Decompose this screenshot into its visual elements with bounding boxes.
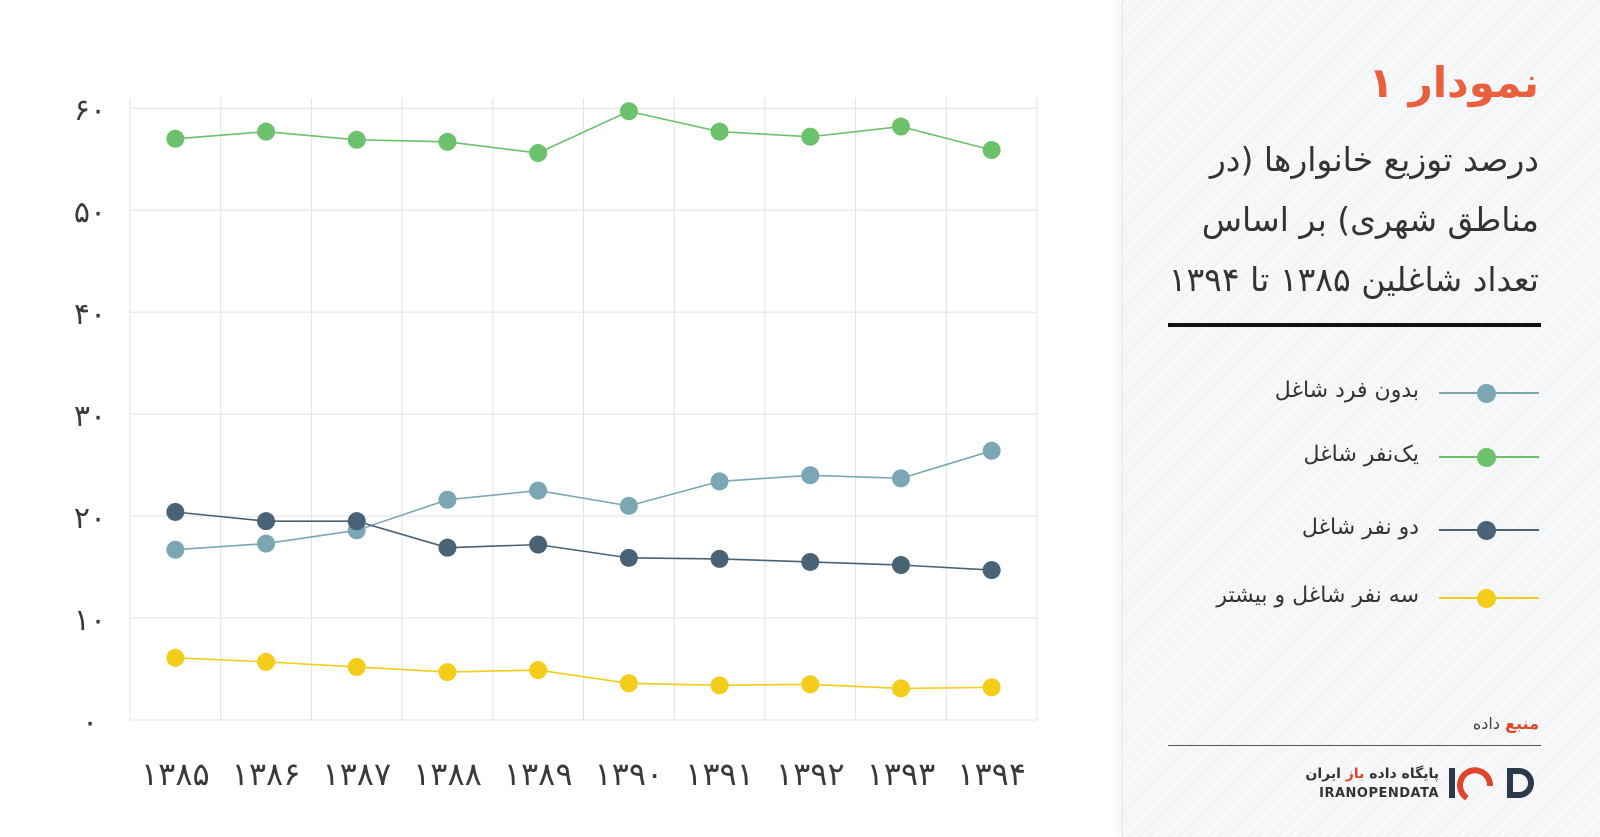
data-point	[891, 469, 910, 488]
source-divider	[1168, 745, 1541, 746]
x-tick-label: ۱۳۹۳	[867, 755, 936, 793]
data-point	[619, 674, 638, 693]
data-point	[710, 676, 729, 695]
series-line	[175, 110, 992, 154]
x-tick-label: ۱۳۹۱	[685, 755, 754, 793]
data-point	[438, 663, 457, 682]
data-point	[529, 481, 548, 500]
x-tick-label: ۱۳۹۲	[776, 755, 845, 793]
line-chart: ۰ ۱۰ ۲۰ ۳۰ ۴۰ ۵۰ ۶۰ ۱۳۸۵ ۱۳۸۶ ۱۳۸۷ ۱۳۸۸ ۱۳۸۹ ۱۳۹۰ ۱۳۹…	[74, 93, 1038, 793]
x-tick-label: ۱۳۹۰	[594, 755, 663, 793]
brand-fa-accent: باز	[1345, 766, 1365, 782]
chart-area: ۰ ۱۰ ۲۰ ۳۰ ۴۰ ۵۰ ۶۰ ۱۳۸۵ ۱۳۸۶ ۱۳۸۷ ۱۳۸۸ ۱۳۸۹ ۱۳۹۰ ۱۳۹…	[74, 93, 1038, 793]
data-point	[166, 540, 185, 559]
x-tick-label: ۱۳۸۵	[141, 755, 210, 793]
data-point	[982, 561, 1001, 580]
legend-label: دو نفر شاغل	[1301, 515, 1419, 540]
series-line	[175, 511, 992, 571]
data-point	[257, 652, 276, 671]
data-point	[891, 556, 910, 575]
series-line	[175, 450, 992, 551]
source-line: منبع داده	[1473, 714, 1539, 733]
x-tick-label: ۱۳۸۷	[322, 755, 391, 793]
series-line	[175, 657, 992, 690]
brand-block: پایگاه داده باز ایران IRANOPENDATA	[1299, 765, 1539, 805]
legend-swatch	[1439, 440, 1539, 474]
y-tick-label: ۶۰	[74, 93, 106, 128]
legend-item: یک‌نفر شاغل	[1179, 440, 1539, 474]
data-point	[347, 657, 366, 676]
data-point	[347, 130, 366, 149]
y-tick-label: ۰	[82, 705, 98, 740]
data-point	[891, 679, 910, 698]
legend-swatch	[1439, 581, 1539, 615]
x-tick-label: ۱۳۹۴	[957, 755, 1026, 793]
legend-item: سه نفر شاغل و بیشتر	[1179, 581, 1539, 615]
data-point	[347, 512, 366, 531]
data-point	[619, 496, 638, 515]
data-point	[257, 534, 276, 553]
data-point	[166, 502, 185, 521]
legend-label: یک‌نفر شاغل	[1303, 442, 1420, 467]
legend-dot	[1477, 521, 1496, 540]
legend-dot	[1477, 589, 1496, 608]
legend-dot	[1477, 384, 1496, 403]
data-point	[710, 122, 729, 141]
data-point	[801, 127, 820, 146]
iod-logo-icon	[1449, 767, 1534, 801]
data-point	[257, 512, 276, 531]
title-divider	[1168, 323, 1541, 327]
source-key: منبع	[1505, 714, 1539, 733]
x-tick-label: ۱۳۸۸	[413, 755, 482, 793]
y-tick-label: ۱۰	[74, 603, 106, 638]
y-tick-label: ۲۰	[74, 501, 106, 536]
brand-name-en: IRANOPENDATA	[1319, 786, 1439, 801]
data-point	[801, 675, 820, 694]
data-point	[438, 538, 457, 557]
data-point	[166, 648, 185, 667]
data-point	[619, 102, 638, 121]
legend-swatch	[1439, 376, 1539, 410]
data-point	[166, 129, 185, 148]
info-panel: نمودار ۱ درصد توزیع خانوارها (در مناطق ش…	[1122, 0, 1600, 837]
data-point	[982, 141, 1001, 160]
data-point	[438, 132, 457, 151]
x-tick-label: ۱۳۸۹	[504, 755, 573, 793]
data-point	[801, 466, 820, 485]
data-point	[710, 549, 729, 568]
y-tick-label: ۵۰	[74, 195, 106, 230]
data-point	[710, 472, 729, 491]
brand-name-fa: پایگاه داده باز ایران	[1305, 766, 1439, 782]
data-point	[891, 117, 910, 136]
y-tick-label: ۴۰	[74, 297, 106, 332]
data-point	[801, 552, 820, 571]
brand-fa-post: ایران	[1305, 766, 1341, 782]
brand-fa-pre: پایگاه داده	[1369, 766, 1439, 782]
x-tick-label: ۱۳۸۶	[232, 755, 301, 793]
data-point	[529, 661, 548, 680]
data-point	[619, 548, 638, 567]
source-value: داده	[1472, 714, 1500, 733]
data-point	[257, 122, 276, 141]
legend-dot	[1477, 448, 1496, 467]
legend-swatch	[1439, 513, 1539, 547]
figure-title: نمودار ۱	[1368, 58, 1539, 107]
legend-label: بدون فرد شاغل	[1274, 378, 1419, 403]
legend-item: دو نفر شاغل	[1179, 513, 1539, 547]
figure-subtitle: درصد توزیع خانوارها (در مناطق شهری) بر ا…	[1168, 140, 1539, 299]
legend-label: سه نفر شاغل و بیشتر	[1216, 583, 1419, 608]
data-point	[982, 678, 1001, 697]
data-point	[982, 441, 1001, 460]
y-tick-label: ۳۰	[74, 399, 106, 434]
legend-item: بدون فرد شاغل	[1179, 376, 1539, 410]
data-point	[529, 535, 548, 554]
data-point	[529, 144, 548, 163]
data-point	[438, 490, 457, 509]
